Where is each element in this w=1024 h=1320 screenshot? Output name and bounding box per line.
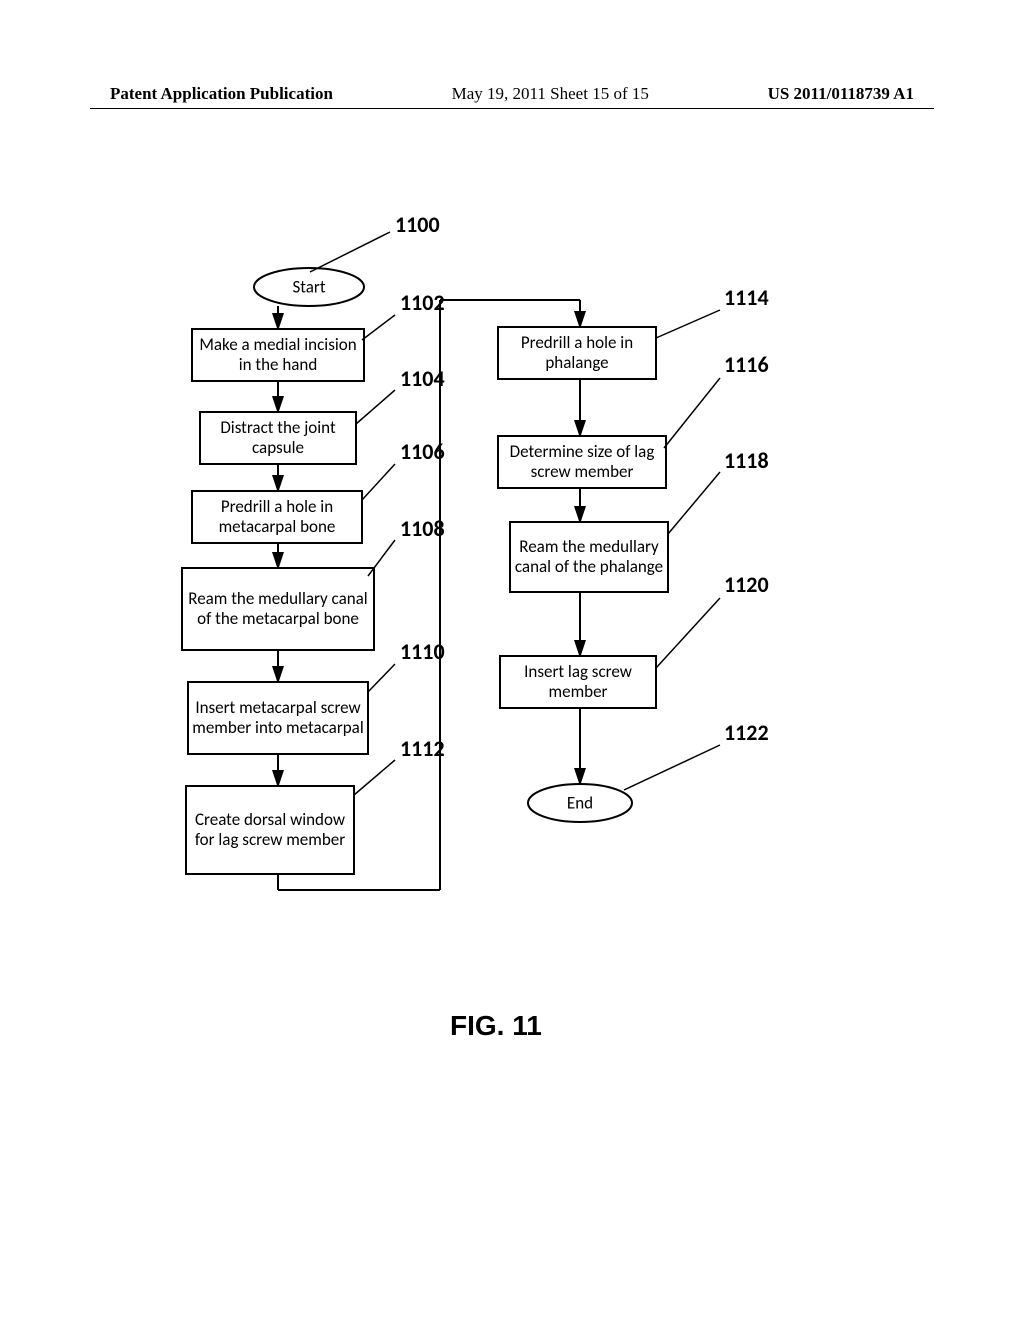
svg-text:End: End	[567, 793, 593, 814]
svg-text:Start: Start	[292, 277, 325, 298]
svg-text:1114: 1114	[724, 284, 769, 311]
svg-text:1116: 1116	[724, 351, 769, 378]
svg-text:1120: 1120	[724, 571, 769, 598]
svg-text:1112: 1112	[400, 735, 445, 762]
svg-text:1104: 1104	[400, 365, 445, 392]
svg-text:1108: 1108	[400, 515, 445, 542]
svg-text:1106: 1106	[400, 438, 445, 465]
svg-text:1118: 1118	[724, 447, 769, 474]
flowchart-diagram: Start1100Make a medial incision in the h…	[0, 0, 1024, 1320]
svg-text:1100: 1100	[395, 211, 440, 238]
svg-text:1102: 1102	[400, 289, 445, 316]
svg-text:1122: 1122	[724, 719, 769, 746]
figure-label: FIG. 11	[450, 1010, 542, 1042]
svg-text:1110: 1110	[400, 638, 445, 665]
